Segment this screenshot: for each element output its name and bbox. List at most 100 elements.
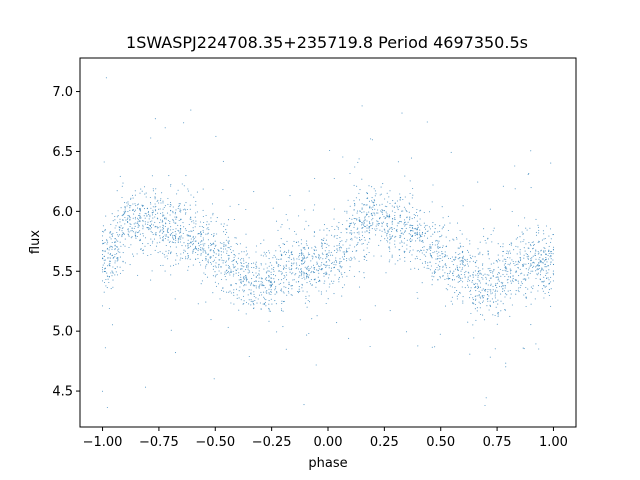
data-point [174, 298, 176, 300]
data-point [506, 294, 508, 296]
data-point [237, 257, 239, 259]
data-point [146, 207, 148, 209]
data-point [359, 319, 361, 321]
data-point [545, 274, 547, 276]
data-point [408, 251, 411, 253]
data-point [295, 262, 297, 264]
data-point [288, 287, 290, 289]
data-point [359, 239, 361, 241]
data-point [134, 222, 136, 224]
data-point [333, 218, 335, 220]
data-point [140, 217, 142, 219]
data-point [228, 255, 230, 257]
data-point [537, 272, 539, 274]
data-point [333, 280, 335, 282]
data-point [169, 233, 171, 235]
data-point [427, 262, 429, 264]
data-point [311, 270, 313, 272]
data-point [170, 209, 172, 211]
data-point [293, 262, 295, 264]
data-point [419, 239, 421, 241]
data-point [187, 258, 189, 260]
data-point [386, 239, 388, 241]
data-point [200, 235, 202, 237]
data-point [387, 229, 389, 231]
data-point [225, 260, 227, 262]
data-point [310, 272, 312, 274]
data-point [394, 246, 396, 248]
data-point [101, 257, 104, 260]
data-point [532, 288, 534, 290]
data-point [548, 249, 550, 251]
data-point [523, 294, 525, 296]
data-point [233, 303, 235, 305]
data-point [460, 279, 462, 281]
data-point [421, 282, 423, 284]
data-point [530, 303, 532, 305]
data-point [432, 225, 434, 227]
data-point [217, 266, 220, 268]
data-point [222, 251, 225, 253]
data-point [348, 337, 350, 339]
data-point [371, 214, 373, 216]
data-point [371, 225, 373, 227]
data-point [139, 207, 141, 210]
data-point [350, 233, 353, 235]
data-point [392, 200, 394, 202]
data-point [169, 246, 172, 248]
y-tick-label: 5.5 [52, 265, 73, 280]
data-point [462, 251, 464, 253]
data-point [348, 258, 350, 260]
data-point [537, 285, 540, 287]
data-point [552, 248, 554, 250]
data-point [139, 210, 142, 212]
data-point [292, 272, 294, 274]
data-point [343, 254, 345, 256]
data-point [366, 243, 368, 245]
data-point [421, 235, 423, 237]
data-point [449, 240, 451, 242]
data-point [527, 262, 530, 265]
data-point [416, 257, 418, 259]
data-point [121, 227, 123, 229]
data-point [527, 288, 529, 290]
data-point [127, 215, 129, 217]
data-point [335, 264, 337, 266]
data-point [325, 302, 327, 305]
data-point [497, 314, 499, 316]
data-point [300, 268, 302, 271]
data-point [215, 274, 217, 276]
data-point [409, 237, 412, 239]
data-point [337, 268, 339, 271]
data-point [513, 262, 515, 265]
data-point [426, 267, 428, 269]
data-point [395, 230, 397, 232]
data-point [458, 274, 460, 276]
data-point [441, 234, 443, 236]
data-point [291, 254, 293, 256]
data-point [200, 283, 202, 285]
data-point [350, 222, 352, 224]
data-point [373, 188, 375, 190]
data-point [150, 137, 152, 139]
data-point [133, 227, 135, 229]
data-point [114, 256, 116, 258]
data-point [406, 248, 408, 250]
data-point [504, 287, 506, 289]
data-point [493, 301, 495, 303]
data-point [119, 234, 121, 236]
data-point [295, 273, 297, 275]
data-point [156, 200, 158, 203]
x-tick-label: 0.75 [483, 435, 512, 450]
data-point [432, 233, 434, 235]
data-point [368, 241, 370, 243]
data-point [479, 296, 481, 298]
data-point [376, 212, 378, 214]
data-point [535, 258, 537, 260]
data-point [129, 218, 131, 220]
data-point [157, 252, 159, 254]
data-point [114, 249, 116, 251]
data-point [403, 237, 406, 239]
data-point [480, 313, 482, 316]
data-point [200, 230, 202, 233]
